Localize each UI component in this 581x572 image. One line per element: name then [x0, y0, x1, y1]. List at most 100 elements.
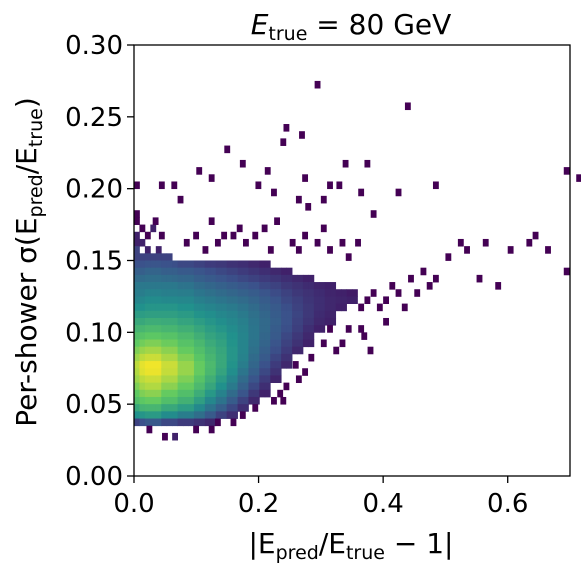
heatmap-bin: [253, 310, 260, 319]
heatmap-bin: [275, 310, 282, 319]
heatmap-bin: [144, 325, 151, 333]
heatmap-bin: [302, 317, 309, 326]
heatmap-bin: [134, 404, 140, 412]
heatmap-bin: [188, 317, 195, 326]
heatmap-bin: [270, 361, 277, 369]
heatmap-bin: [166, 325, 173, 333]
heatmap-bin: [166, 339, 173, 348]
heatmap-bin: [226, 303, 233, 312]
heatmap-bin: [144, 418, 151, 427]
heatmap-bin: [155, 361, 162, 369]
heatmap-bin: [253, 296, 260, 304]
heatmap-bin: [172, 267, 178, 276]
heatmap-bin: [395, 188, 402, 197]
heatmap-bin: [324, 317, 331, 326]
heatmap-bin: [144, 404, 151, 412]
heatmap-bin: [215, 396, 222, 405]
heatmap-bin: [221, 267, 228, 276]
heatmap-bin: [144, 267, 151, 276]
heatmap-bin: [172, 260, 178, 269]
heatmap-bin: [210, 303, 217, 312]
heatmap-bin: [292, 346, 298, 355]
heatmap-bin: [215, 346, 222, 355]
heatmap-bin: [193, 282, 200, 290]
heatmap-bin: [221, 274, 228, 283]
heatmap-bin: [275, 296, 282, 304]
heatmap-bin: [302, 231, 309, 240]
heatmap-bin: [161, 418, 168, 427]
heatmap-bin: [210, 368, 217, 376]
heatmap-bin: [232, 368, 238, 376]
heatmap-bin: [199, 361, 206, 369]
heatmap-bin: [139, 289, 146, 297]
heatmap-bin: [264, 353, 271, 362]
heatmap-bin: [248, 274, 255, 283]
heatmap-bin: [188, 260, 195, 269]
heatmap-bin: [259, 368, 266, 376]
heatmap-bin: [230, 231, 237, 240]
heatmap-bin: [324, 289, 331, 297]
heatmap-bin: [532, 231, 539, 240]
heatmap-bin: [199, 382, 206, 391]
heatmap-bin: [295, 375, 302, 384]
heatmap-bin: [210, 310, 217, 319]
heatmap-bin: [259, 325, 266, 333]
heatmap-bin: [150, 346, 157, 355]
heatmap-bin: [319, 310, 326, 319]
heatmap-bin: [305, 203, 312, 211]
heatmap-bin: [215, 296, 222, 304]
heatmap-bin: [253, 375, 260, 384]
heatmap-bin: [289, 238, 296, 247]
heatmap-bin: [507, 246, 514, 254]
heatmap-bin: [237, 361, 244, 369]
heatmap-bin: [204, 346, 211, 355]
heatmap-bin: [243, 267, 249, 276]
heatmap-bin: [226, 353, 233, 362]
heatmap-bin: [292, 310, 298, 319]
heatmap-bin: [204, 317, 211, 326]
heatmap-bin: [134, 389, 140, 398]
heatmap-bin: [358, 188, 365, 197]
heatmap-bin: [177, 411, 184, 419]
heatmap-bin: [177, 404, 184, 412]
heatmap-bin: [297, 289, 304, 297]
heatmap-bin: [237, 260, 244, 269]
heatmap-bin: [237, 382, 244, 391]
heatmap-bin: [281, 282, 287, 290]
heatmap-bin: [243, 317, 249, 326]
heatmap-bin: [134, 181, 140, 190]
heatmap-bin: [226, 411, 233, 419]
heatmap-bin: [183, 317, 189, 326]
heatmap-bin: [183, 310, 189, 319]
heatmap-bin: [286, 346, 293, 355]
heatmap-bin: [188, 282, 195, 290]
heatmap-bin: [172, 432, 178, 441]
heatmap-bin: [155, 332, 162, 340]
heatmap-bin: [253, 346, 260, 355]
heatmap-bin: [367, 346, 374, 355]
heatmap-bin: [172, 396, 178, 405]
heatmap-bin: [221, 382, 228, 391]
heatmap-bin: [432, 274, 439, 283]
heatmap-bin: [161, 317, 168, 326]
heatmap-bin: [270, 317, 277, 326]
heatmap-bin: [166, 361, 173, 369]
heatmap-bin: [199, 317, 206, 326]
heatmap-bin: [166, 317, 173, 326]
heatmap-bin: [177, 325, 184, 333]
heatmap-bin: [226, 389, 233, 398]
heatmap-bin: [259, 267, 266, 276]
heatmap-bin: [144, 375, 151, 384]
heatmap-bin: [172, 353, 178, 362]
heatmap-bin: [270, 282, 277, 290]
heatmap-bin: [370, 210, 377, 218]
heatmap-bin: [526, 238, 533, 247]
heatmap-bin: [236, 224, 243, 233]
heatmap-bin: [383, 317, 389, 326]
heatmap-bin: [221, 282, 228, 290]
heatmap-bin: [292, 339, 298, 348]
heatmap-bin: [232, 317, 238, 326]
heatmap-bin: [253, 260, 260, 269]
heatmap-bin: [177, 375, 184, 384]
heatmap-bin: [243, 339, 249, 348]
